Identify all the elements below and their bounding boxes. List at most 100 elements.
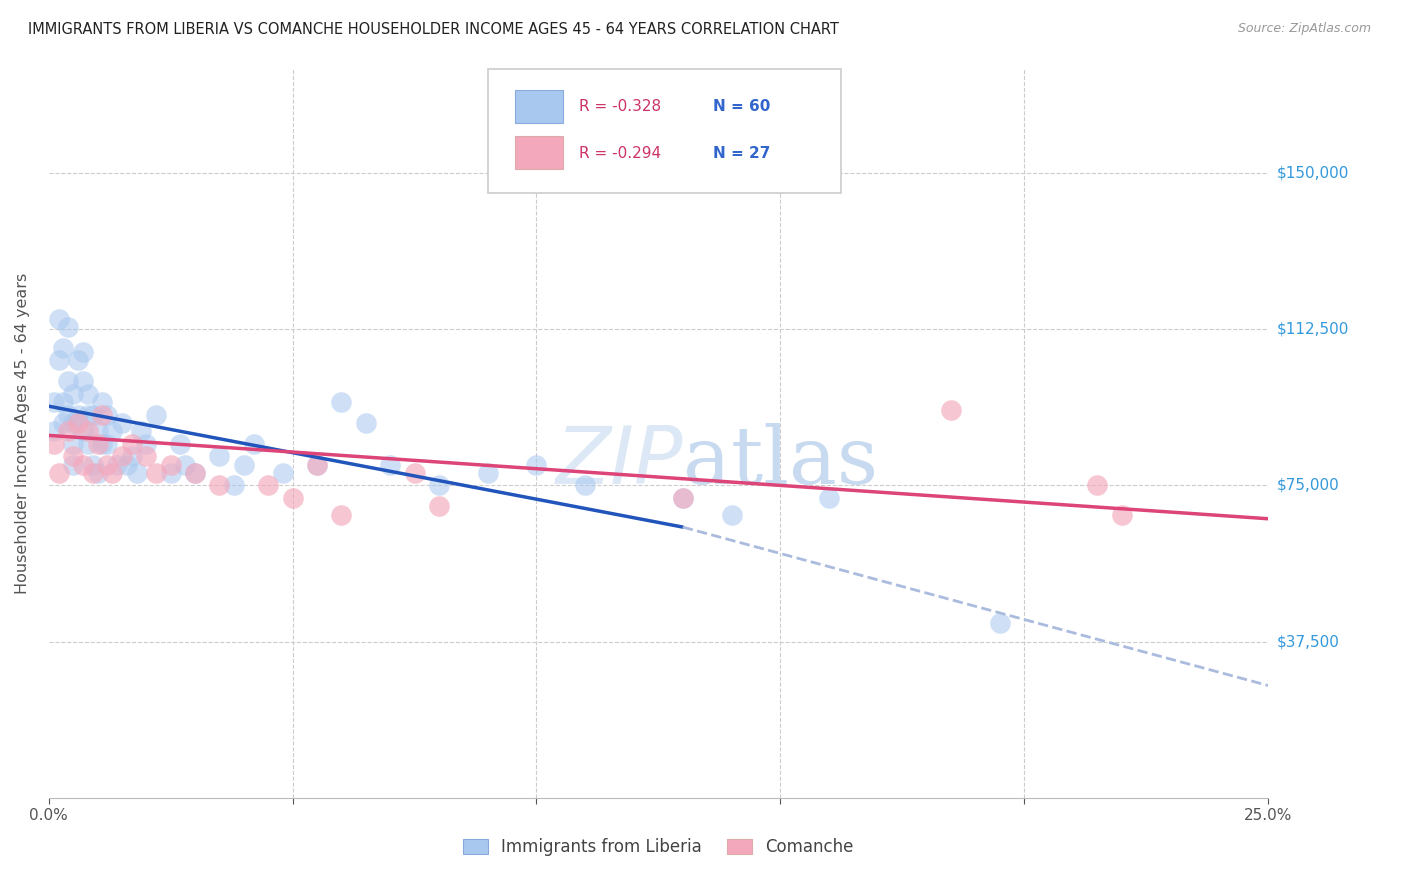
- Point: [720, 508, 742, 522]
- Point: [574, 478, 596, 492]
- Text: $75,000: $75,000: [1277, 478, 1339, 493]
- Point: [52, 395, 75, 409]
- Point: [82, 408, 104, 422]
- Point: [121, 449, 143, 463]
- Point: [66, 416, 89, 430]
- Point: [72, 458, 94, 472]
- Point: [82, 458, 104, 472]
- Point: [305, 458, 328, 472]
- Point: [66, 353, 89, 368]
- Point: [72, 424, 94, 438]
- Text: R = -0.328: R = -0.328: [579, 99, 661, 114]
- Text: N = 60: N = 60: [713, 99, 770, 114]
- Point: [1111, 508, 1133, 522]
- Point: [76, 408, 98, 422]
- Point: [208, 449, 231, 463]
- Point: [58, 424, 80, 438]
- Point: [105, 458, 128, 472]
- Point: [58, 320, 80, 334]
- Point: [208, 478, 231, 492]
- Point: [184, 466, 207, 480]
- FancyBboxPatch shape: [488, 69, 841, 193]
- Point: [281, 491, 304, 505]
- Point: [82, 466, 104, 480]
- Y-axis label: Householder Income Ages 45 - 64 years: Householder Income Ages 45 - 64 years: [15, 273, 30, 594]
- Point: [96, 458, 118, 472]
- Text: atlas: atlas: [683, 424, 877, 501]
- Point: [42, 436, 65, 450]
- Text: IMMIGRANTS FROM LIBERIA VS COMANCHE HOUSEHOLDER INCOME AGES 45 - 64 YEARS CORREL: IMMIGRANTS FROM LIBERIA VS COMANCHE HOUS…: [28, 22, 839, 37]
- Point: [404, 466, 426, 480]
- Point: [72, 345, 94, 359]
- Point: [76, 436, 98, 450]
- Point: [62, 416, 84, 430]
- Point: [101, 424, 124, 438]
- Point: [96, 436, 118, 450]
- Point: [672, 491, 695, 505]
- Point: [135, 449, 157, 463]
- Point: [131, 424, 153, 438]
- Text: R = -0.294: R = -0.294: [579, 145, 661, 161]
- Point: [62, 458, 84, 472]
- Point: [48, 466, 70, 480]
- Point: [121, 436, 143, 450]
- Point: [1087, 478, 1109, 492]
- Point: [91, 395, 114, 409]
- FancyBboxPatch shape: [515, 90, 564, 123]
- Point: [66, 408, 89, 422]
- Point: [257, 478, 280, 492]
- Text: $37,500: $37,500: [1277, 634, 1340, 649]
- Point: [330, 395, 353, 409]
- Point: [62, 386, 84, 401]
- Point: [62, 449, 84, 463]
- Point: [135, 436, 157, 450]
- Point: [222, 478, 245, 492]
- Point: [427, 500, 450, 514]
- Point: [115, 458, 138, 472]
- Point: [988, 615, 1011, 630]
- Point: [52, 416, 75, 430]
- Point: [427, 478, 450, 492]
- Point: [91, 436, 114, 450]
- Point: [354, 416, 377, 430]
- Point: [76, 386, 98, 401]
- Point: [48, 311, 70, 326]
- Point: [169, 436, 191, 450]
- Point: [42, 424, 65, 438]
- Text: Source: ZipAtlas.com: Source: ZipAtlas.com: [1237, 22, 1371, 36]
- Point: [58, 408, 80, 422]
- Text: N = 27: N = 27: [713, 145, 770, 161]
- Point: [111, 449, 134, 463]
- Point: [380, 458, 402, 472]
- Point: [477, 466, 499, 480]
- FancyBboxPatch shape: [515, 136, 564, 169]
- Text: $150,000: $150,000: [1277, 165, 1348, 180]
- Point: [76, 424, 98, 438]
- Point: [86, 436, 108, 450]
- Point: [305, 458, 328, 472]
- Point: [159, 458, 181, 472]
- Point: [174, 458, 197, 472]
- Point: [232, 458, 254, 472]
- Point: [62, 436, 84, 450]
- Text: $112,500: $112,500: [1277, 322, 1348, 336]
- Point: [111, 416, 134, 430]
- Point: [939, 403, 962, 417]
- Point: [271, 466, 294, 480]
- Point: [72, 374, 94, 388]
- Point: [145, 408, 167, 422]
- Point: [58, 374, 80, 388]
- Point: [86, 466, 108, 480]
- Point: [101, 466, 124, 480]
- Point: [86, 424, 108, 438]
- Point: [242, 436, 264, 450]
- Point: [125, 466, 148, 480]
- Point: [184, 466, 207, 480]
- Legend: Immigrants from Liberia, Comanche: Immigrants from Liberia, Comanche: [457, 831, 860, 863]
- Point: [42, 395, 65, 409]
- Text: ZIP: ZIP: [555, 424, 683, 501]
- Point: [330, 508, 353, 522]
- Point: [52, 341, 75, 355]
- Point: [818, 491, 841, 505]
- Point: [145, 466, 167, 480]
